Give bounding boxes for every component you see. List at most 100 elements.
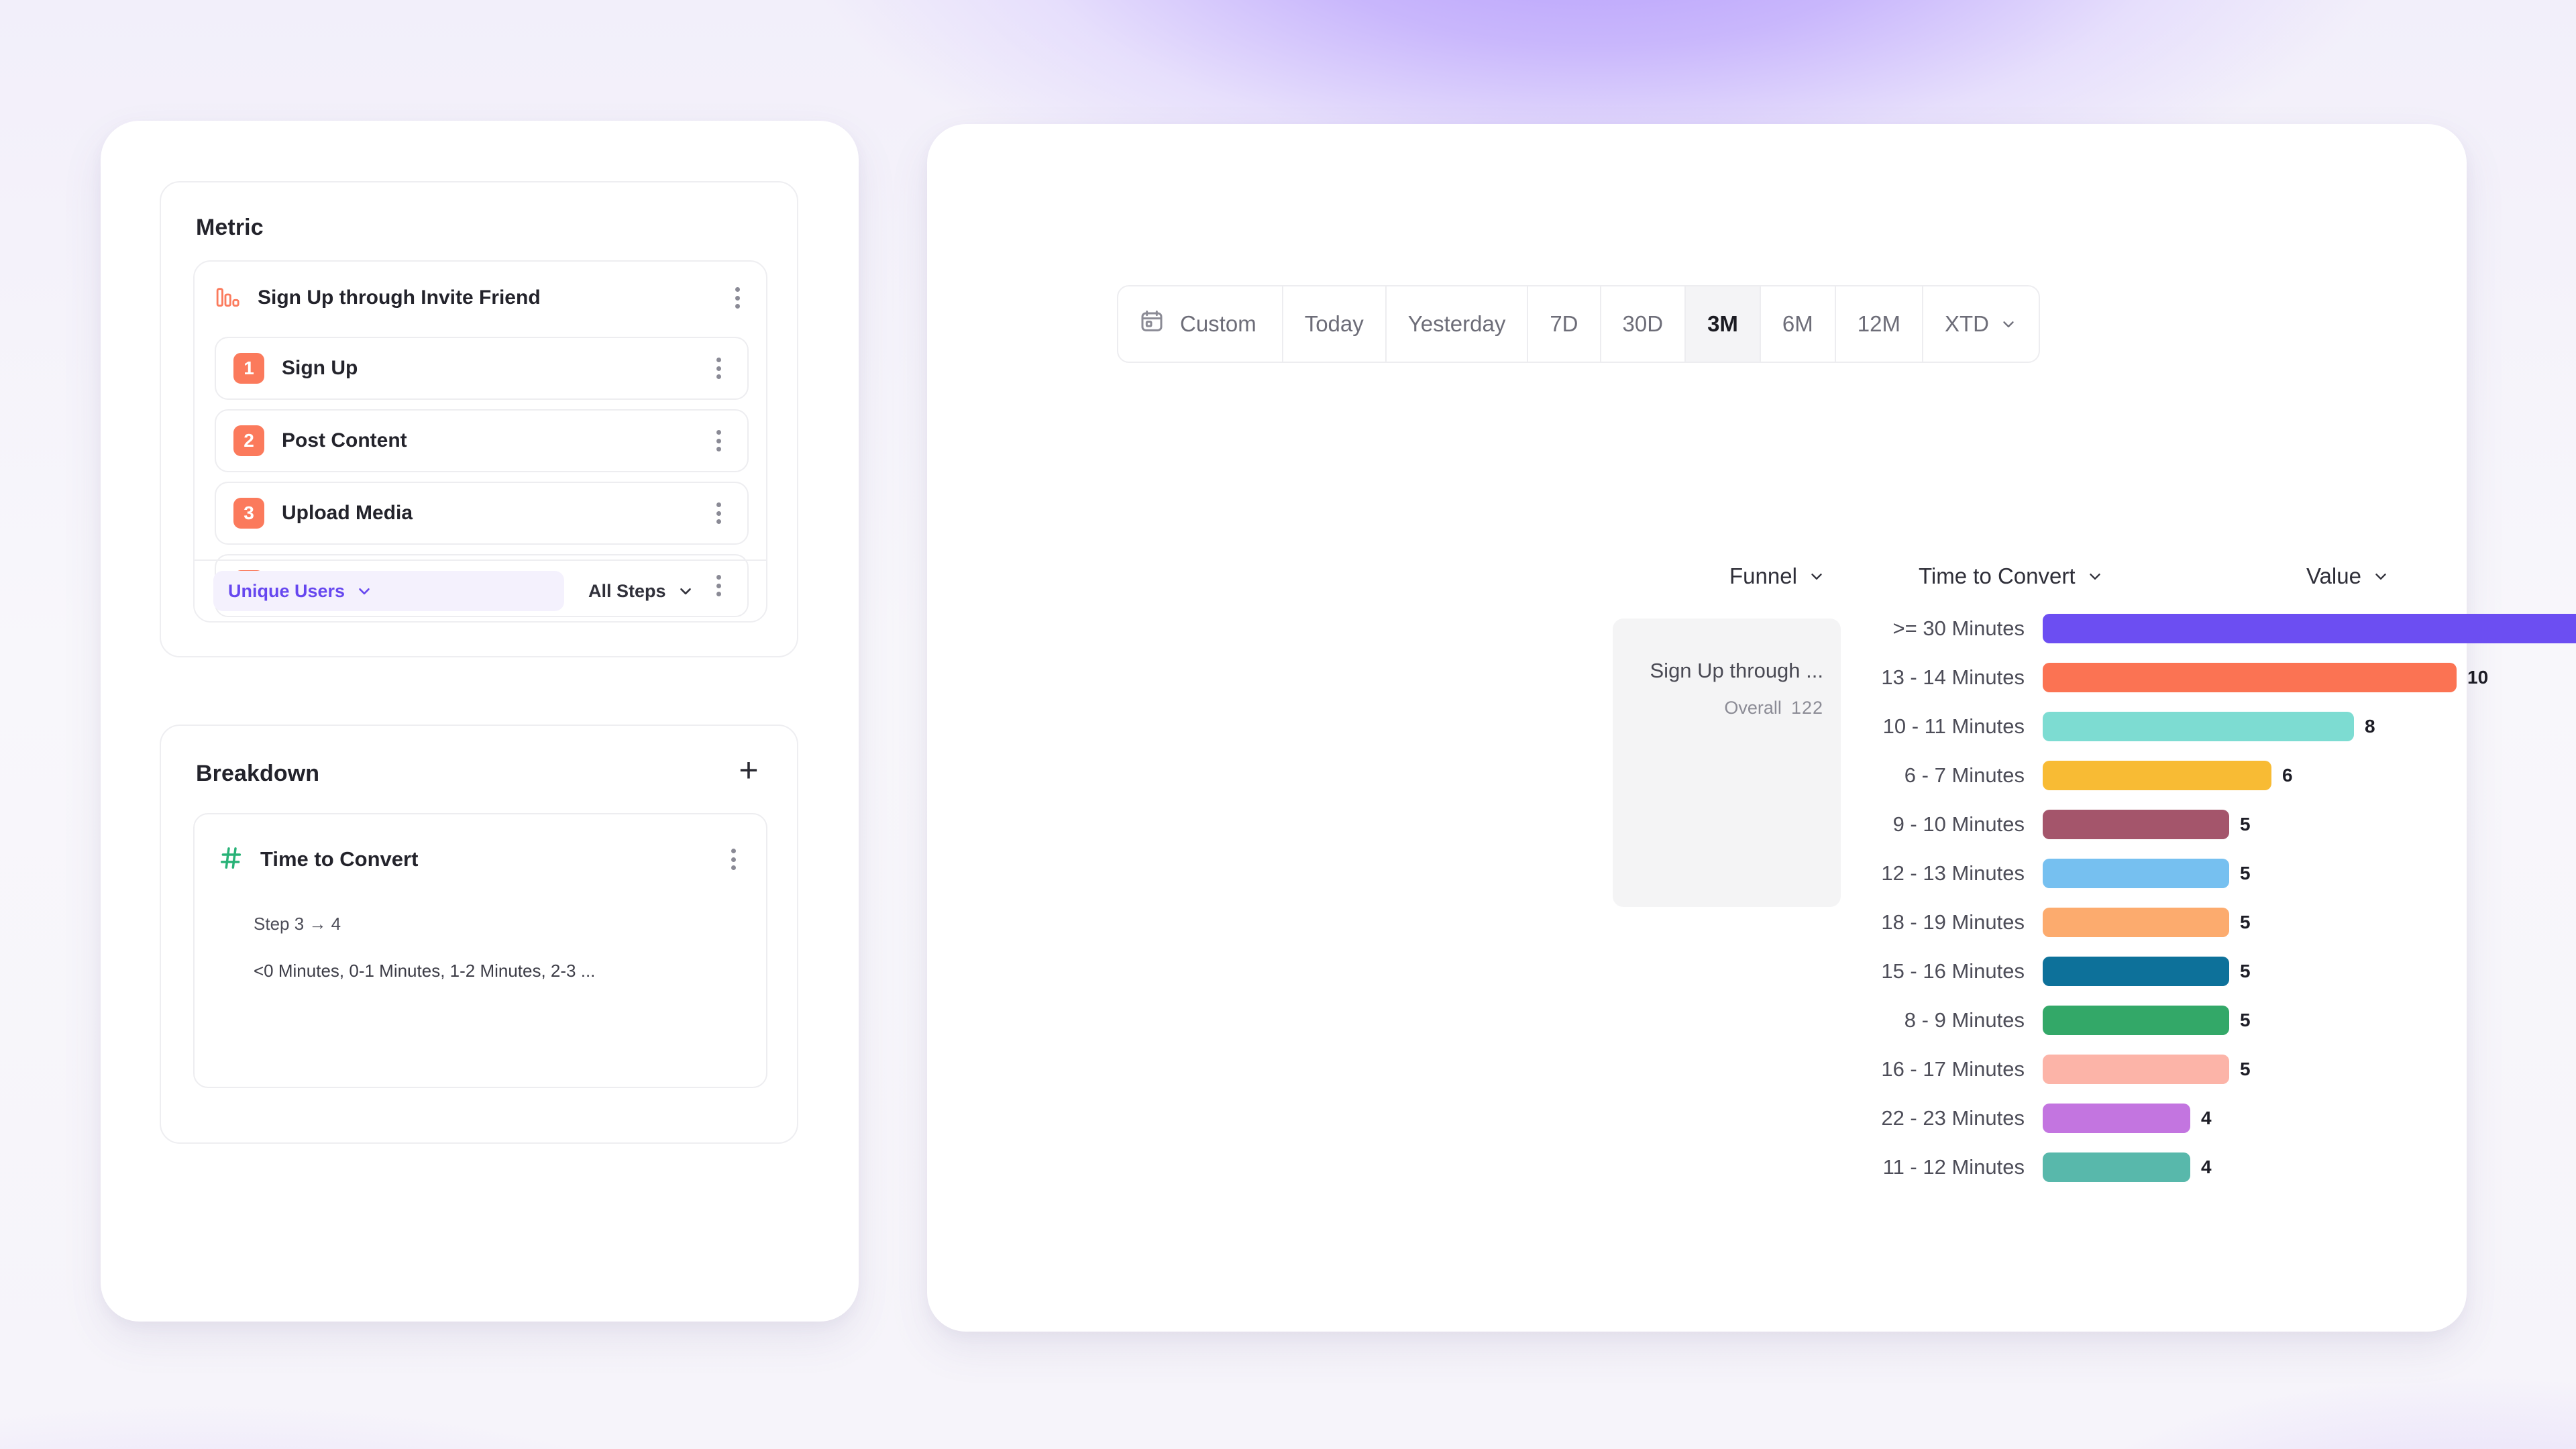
date-range-3m[interactable]: 3M <box>1686 286 1761 362</box>
bar-chart-row[interactable]: 13 - 14 Minutes 10 <box>927 663 2488 692</box>
date-range-30d[interactable]: 30D <box>1601 286 1686 362</box>
funnel-overall-value: 122 <box>1790 698 1823 718</box>
breakdown-options-kebab-icon[interactable] <box>723 845 743 873</box>
bar-track <box>2043 712 2354 741</box>
bar-track <box>2043 859 2229 888</box>
bar-chart-row[interactable]: 18 - 19 Minutes 5 <box>927 908 2467 937</box>
chevron-down-icon <box>1808 568 1825 585</box>
metric-options-kebab-icon[interactable] <box>727 284 747 312</box>
bar-category-label: 18 - 19 Minutes <box>1881 910 2025 934</box>
bar-chart-row[interactable]: 16 - 17 Minutes 5 <box>927 1055 2467 1084</box>
bar-track <box>2043 1055 2229 1084</box>
bar-fill[interactable] <box>2043 1152 2190 1182</box>
bar-value-label: 4 <box>2201 1157 2212 1177</box>
chevron-down-icon <box>356 582 373 600</box>
breakdown-step-range: Step 3 → 4 <box>254 914 341 934</box>
step-options-kebab-icon[interactable] <box>708 354 729 382</box>
bar-track <box>2043 663 2457 692</box>
bar-chart-row[interactable]: 6 - 7 Minutes 6 <box>927 761 2467 790</box>
funnel-step-row[interactable]: 2 Post Content <box>215 409 749 472</box>
bar-track <box>2043 761 2271 790</box>
bar-category-label: 9 - 10 Minutes <box>1892 812 2025 836</box>
funnel-summary-overall: Overall 122 <box>1724 698 1823 718</box>
bar-value-label: 5 <box>2240 1010 2251 1030</box>
bar-chart-row[interactable]: 12 - 13 Minutes 5 <box>927 859 2467 888</box>
breakdown-item[interactable]: Time to Convert Step 3 → 4 <0 Minutes, 0… <box>193 813 767 1088</box>
bar-fill[interactable] <box>2043 712 2354 741</box>
bar-category-label: 15 - 16 Minutes <box>1881 959 2025 983</box>
bar-chart-row[interactable]: >= 30 Minutes16 <box>927 614 2576 643</box>
chevron-down-icon <box>2000 315 2017 333</box>
bar-category-label: 13 - 14 Minutes <box>1881 665 2025 689</box>
bar-fill[interactable] <box>2043 614 2576 643</box>
step-options-kebab-icon[interactable] <box>708 427 729 455</box>
date-range-custom[interactable]: Custom <box>1118 286 1283 362</box>
time-to-convert-bar-chart: >= 30 Minutes16 13 - 14 Minutes 10 10 - 11 … <box>927 124 2576 1332</box>
step-number-badge: 1 <box>233 353 264 384</box>
date-range-yesterday[interactable]: Yesterday <box>1387 286 1529 362</box>
bar-fill[interactable] <box>2043 1006 2229 1035</box>
column-header-time-to-convert[interactable]: Time to Convert <box>1919 564 2104 589</box>
bar-chart-row[interactable]: 22 - 23 Minutes 4 <box>927 1104 2467 1133</box>
column-header-value-label: Value <box>2306 564 2361 588</box>
metric-name: Sign Up through Invite Friend <box>258 286 541 309</box>
step-scope-dropdown[interactable]: All Steps <box>580 571 702 611</box>
bar-fill[interactable] <box>2043 1104 2190 1133</box>
date-range-today-label: Today <box>1304 311 1364 336</box>
breakdown-card: Breakdown + Time to Convert Step 3 → 4 <… <box>160 724 798 1144</box>
breakdown-section-title: Breakdown <box>196 761 320 786</box>
bar-value-label: 5 <box>2240 961 2251 981</box>
breakdown-item-header: Time to Convert <box>217 843 743 876</box>
date-range-xtd-label: XTD <box>1944 311 1989 336</box>
funnel-summary-card[interactable]: Sign Up through ... Overall 122 <box>1613 619 1841 907</box>
bar-fill[interactable] <box>2043 908 2229 937</box>
step-label: Upload Media <box>282 502 413 524</box>
bar-fill[interactable] <box>2043 1055 2229 1084</box>
bar-category-label: 11 - 12 Minutes <box>1882 1155 2025 1179</box>
metric-header-row[interactable]: Sign Up through Invite Friend <box>195 262 766 334</box>
funnel-step-row[interactable]: 3 Upload Media <box>215 482 749 545</box>
bar-track <box>2043 810 2229 839</box>
chevron-down-icon <box>677 582 694 600</box>
step-label: Sign Up <box>282 357 358 379</box>
funnel-overall-label: Overall <box>1724 698 1782 718</box>
bar-category-label: 22 - 23 Minutes <box>1881 1106 2025 1130</box>
step-options-kebab-icon[interactable] <box>708 499 729 527</box>
count-mode-value: Unique Users <box>228 580 345 601</box>
bar-track <box>2043 908 2229 937</box>
bar-category-label: 16 - 17 Minutes <box>1881 1057 2025 1081</box>
add-breakdown-plus-icon[interactable]: + <box>739 751 759 789</box>
funnel-step-row[interactable]: 1 Sign Up <box>215 337 749 400</box>
bar-chart-row[interactable]: 15 - 16 Minutes 5 <box>927 957 2467 986</box>
bar-chart-row[interactable]: 11 - 12 Minutes 4 <box>927 1152 2467 1182</box>
bar-category-label: 10 - 11 Minutes <box>1882 714 2025 738</box>
column-header-funnel[interactable]: Funnel <box>1729 564 1825 589</box>
date-range-12m-label: 12M <box>1857 311 1900 336</box>
bar-value-label: 5 <box>2240 863 2251 883</box>
bar-chart-row[interactable]: 10 - 11 Minutes 8 <box>927 712 2467 741</box>
bar-fill[interactable] <box>2043 761 2271 790</box>
date-range-12m[interactable]: 12M <box>1836 286 1923 362</box>
column-header-value[interactable]: Value <box>2306 564 2390 589</box>
step-number-badge: 2 <box>233 425 264 456</box>
bar-value-label: 5 <box>2240 1059 2251 1079</box>
date-range-30d-label: 30D <box>1622 311 1664 336</box>
bar-fill[interactable] <box>2043 810 2229 839</box>
date-range-6m[interactable]: 6M <box>1761 286 1836 362</box>
bar-fill[interactable] <box>2043 663 2457 692</box>
step-options-kebab-icon[interactable] <box>708 572 729 600</box>
bar-fill[interactable] <box>2043 957 2229 986</box>
count-mode-dropdown[interactable]: Unique Users <box>213 571 564 611</box>
date-range-6m-label: 6M <box>1782 311 1813 336</box>
date-range-custom-label: Custom <box>1180 311 1256 336</box>
bar-value-label: 10 <box>2467 667 2489 688</box>
bar-fill[interactable] <box>2043 859 2229 888</box>
bar-chart-row[interactable]: 8 - 9 Minutes 5 <box>927 1006 2467 1035</box>
date-range-today[interactable]: Today <box>1283 286 1387 362</box>
bar-value-label: 5 <box>2240 814 2251 835</box>
date-range-toolbar: Custom Today Yesterday 7D 30D 3M 6M 12M … <box>1117 285 2040 363</box>
date-range-7d[interactable]: 7D <box>1528 286 1601 362</box>
date-range-xtd[interactable]: XTD <box>1923 286 2039 362</box>
bar-chart-row[interactable]: 9 - 10 Minutes 5 <box>927 810 2467 839</box>
bar-value-label: 6 <box>2282 765 2293 786</box>
